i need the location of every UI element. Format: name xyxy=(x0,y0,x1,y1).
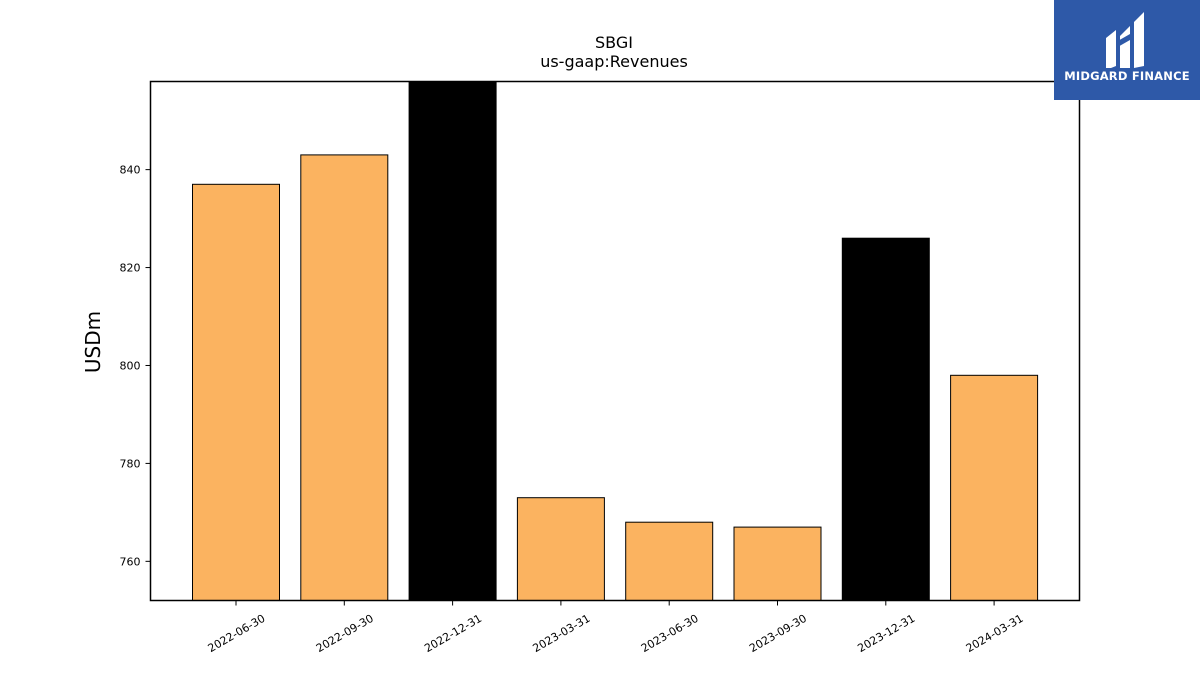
bar-2022-12-31 xyxy=(408,81,497,601)
bar-2024-03-31 xyxy=(950,374,1039,601)
plot-frame xyxy=(149,80,1081,602)
bar-2023-06-30 xyxy=(625,521,714,602)
x-tick-label: 2023-06-30 xyxy=(639,612,701,655)
y-axis-ticks: 760 780 800 820 840 xyxy=(120,164,151,568)
x-tick-label: 2023-03-31 xyxy=(531,612,593,655)
x-tick-label: 2024-03-31 xyxy=(964,612,1026,655)
bar-2023-03-31 xyxy=(516,497,605,602)
x-tick-label: 2022-06-30 xyxy=(206,612,268,655)
x-tick-label: 2022-09-30 xyxy=(314,612,376,655)
bar-2023-09-30 xyxy=(733,526,822,601)
y-tick-label: 820 xyxy=(120,262,141,275)
y-axis-label: USDm xyxy=(81,311,105,373)
x-axis-ticks: 2022-06-30 2022-09-30 2022-12-31 2023-03-31… xyxy=(206,600,1026,655)
bar-2023-12-31 xyxy=(841,237,930,601)
midgard-logo-icon xyxy=(1106,12,1144,68)
y-tick-label: 760 xyxy=(120,555,141,568)
x-tick-label: 2023-12-31 xyxy=(855,612,917,655)
y-tick-label: 780 xyxy=(120,457,141,470)
x-tick-label: 2023-09-30 xyxy=(747,612,809,655)
brand-name: MIDGARD FINANCE xyxy=(1064,69,1190,83)
brand-logo: MIDGARD FINANCE xyxy=(1054,0,1200,100)
chart-title: SBGI xyxy=(595,33,633,52)
y-tick-label: 840 xyxy=(120,164,141,177)
x-tick-label: 2022-12-31 xyxy=(422,612,484,655)
bar-2022-09-30 xyxy=(300,154,389,601)
bar-2022-06-30 xyxy=(192,183,280,602)
y-tick-label: 800 xyxy=(120,359,141,372)
bars-group xyxy=(192,81,1039,602)
chart-subtitle: us-gaap:Revenues xyxy=(540,52,688,71)
